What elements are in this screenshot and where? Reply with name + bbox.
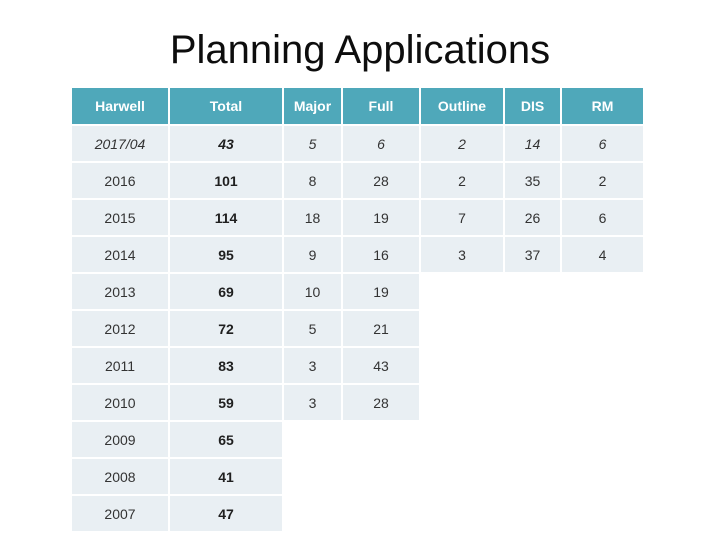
slide-title: Planning Applications <box>169 28 551 72</box>
value-cell: 16 <box>343 237 419 272</box>
column-header: Harwell <box>72 88 168 124</box>
value-cell: 72 <box>170 311 282 346</box>
table-row: 2007 47 <box>72 496 643 531</box>
value-cell: 3 <box>284 348 341 383</box>
value-cell: 3 <box>284 385 341 420</box>
table-row: 2014 95 9 16 3 37 4 <box>72 237 643 272</box>
year-cell: 2017/04 <box>72 126 168 161</box>
value-cell: 101 <box>170 163 282 198</box>
year-cell: 2008 <box>72 459 168 494</box>
value-cell: 26 <box>505 200 560 235</box>
value-cell: 43 <box>343 348 419 383</box>
table-row: 2015 114 18 19 7 26 6 <box>72 200 643 235</box>
value-cell: 19 <box>343 200 419 235</box>
table-row: 2012 72 5 21 <box>72 311 643 346</box>
value-cell: 8 <box>284 163 341 198</box>
table-header-row: Harwell Total Major Full Outline DIS RM <box>72 88 643 124</box>
value-cell: 4 <box>562 237 643 272</box>
value-cell: 6 <box>562 200 643 235</box>
value-cell: 43 <box>170 126 282 161</box>
column-header: RM <box>562 88 643 124</box>
value-cell: 14 <box>505 126 560 161</box>
value-cell: 19 <box>343 274 419 309</box>
year-cell: 2010 <box>72 385 168 420</box>
year-cell: 2007 <box>72 496 168 531</box>
year-cell: 2012 <box>72 311 168 346</box>
value-cell: 65 <box>170 422 282 457</box>
table-row: 2017/04 43 5 6 2 14 6 <box>72 126 643 161</box>
column-header: Outline <box>421 88 503 124</box>
value-cell: 5 <box>284 126 341 161</box>
value-cell: 41 <box>170 459 282 494</box>
table-row: 2013 69 10 19 <box>72 274 643 309</box>
table-row: 2008 41 <box>72 459 643 494</box>
column-header: Total <box>170 88 282 124</box>
value-cell: 83 <box>170 348 282 383</box>
column-header: Major <box>284 88 341 124</box>
value-cell: 10 <box>284 274 341 309</box>
year-cell: 2014 <box>72 237 168 272</box>
value-cell: 21 <box>343 311 419 346</box>
planning-applications-table: Harwell Total Major Full Outline DIS RM 2017/04… <box>72 88 643 531</box>
value-cell: 114 <box>170 200 282 235</box>
value-cell: 59 <box>170 385 282 420</box>
year-cell: 2009 <box>72 422 168 457</box>
year-cell: 2016 <box>72 163 168 198</box>
table-row: 2016 101 8 28 2 35 2 <box>72 163 643 198</box>
value-cell: 6 <box>343 126 419 161</box>
value-cell: 47 <box>170 496 282 531</box>
value-cell: 6 <box>562 126 643 161</box>
value-cell: 35 <box>505 163 560 198</box>
value-cell: 37 <box>505 237 560 272</box>
value-cell: 28 <box>343 385 419 420</box>
table-row: 2009 65 <box>72 422 643 457</box>
value-cell: 18 <box>284 200 341 235</box>
value-cell: 2 <box>421 126 503 161</box>
value-cell: 5 <box>284 311 341 346</box>
year-cell: 2011 <box>72 348 168 383</box>
value-cell: 69 <box>170 274 282 309</box>
column-header: Full <box>343 88 419 124</box>
value-cell: 95 <box>170 237 282 272</box>
column-header: DIS <box>505 88 560 124</box>
value-cell: 9 <box>284 237 341 272</box>
value-cell: 28 <box>343 163 419 198</box>
table-row: 2010 59 3 28 <box>72 385 643 420</box>
year-cell: 2013 <box>72 274 168 309</box>
value-cell: 2 <box>421 163 503 198</box>
value-cell: 7 <box>421 200 503 235</box>
table-row: 2011 83 3 43 <box>72 348 643 383</box>
year-cell: 2015 <box>72 200 168 235</box>
value-cell: 2 <box>562 163 643 198</box>
value-cell: 3 <box>421 237 503 272</box>
